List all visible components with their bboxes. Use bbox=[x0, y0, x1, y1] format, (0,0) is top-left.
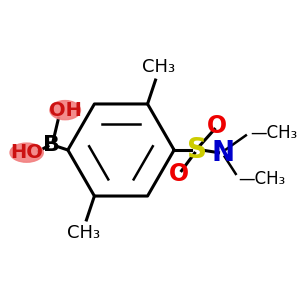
Ellipse shape bbox=[50, 100, 80, 120]
Text: O: O bbox=[169, 162, 190, 186]
Text: O: O bbox=[207, 114, 227, 138]
Ellipse shape bbox=[10, 143, 43, 162]
Text: OH: OH bbox=[49, 100, 82, 120]
Text: B: B bbox=[44, 135, 60, 155]
Text: CH₃: CH₃ bbox=[142, 58, 175, 76]
Text: N: N bbox=[212, 139, 235, 167]
Text: S: S bbox=[187, 136, 207, 164]
Text: HO: HO bbox=[10, 143, 43, 162]
Text: CH₃: CH₃ bbox=[67, 224, 100, 242]
Text: —CH₃: —CH₃ bbox=[250, 124, 297, 142]
Text: —CH₃: —CH₃ bbox=[238, 170, 285, 188]
